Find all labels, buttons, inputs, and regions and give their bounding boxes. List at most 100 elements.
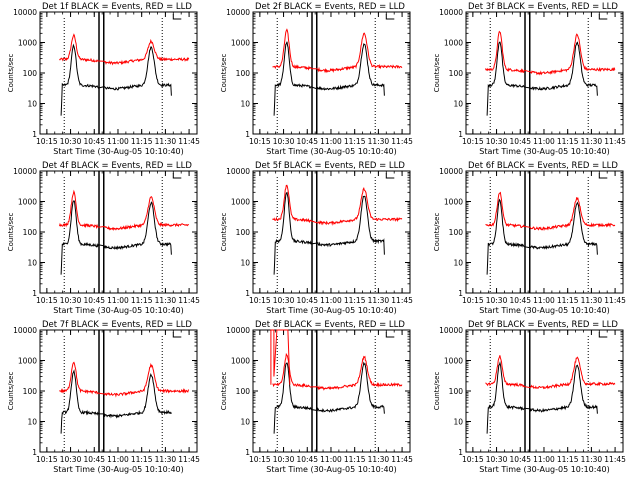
lld-series-line bbox=[272, 352, 403, 391]
x-tick-label: 11:00 bbox=[107, 296, 129, 305]
x-tick-label: 10:15 bbox=[462, 296, 484, 305]
x-tick-label: 10:45 bbox=[296, 137, 318, 146]
x-tick-label: 10:45 bbox=[83, 296, 105, 305]
x-tick-label: 11:45 bbox=[604, 296, 626, 305]
detector-panel-3: Det 3f BLACK = Events, RED = LLD 1 10 100 10… bbox=[433, 2, 626, 156]
x-axis-label: Start Time (30-Aug-05 10:10:40) bbox=[479, 465, 610, 474]
y-tick-label: 10000 bbox=[439, 326, 463, 335]
y-tick-label: 1000 bbox=[444, 357, 463, 366]
plot-frame bbox=[39, 170, 198, 294]
detector-panel-5: Det 5f BLACK = Events, RED = LLD 1 10 100 10… bbox=[220, 161, 413, 315]
y-tick-label: 1000 bbox=[231, 357, 250, 366]
top-bracket bbox=[172, 14, 182, 20]
panel-title: Det 5f BLACK = Events, RED = LLD bbox=[255, 161, 405, 171]
y-axis-label: Counts/sec bbox=[433, 372, 441, 411]
x-axis-label: Start Time (30-Aug-05 10:10:40) bbox=[53, 147, 184, 156]
x-tick-label: 10:45 bbox=[509, 455, 531, 464]
top-bracket bbox=[385, 173, 395, 179]
x-tick-label: 11:15 bbox=[131, 137, 153, 146]
x-tick-label: 10:30 bbox=[60, 455, 82, 464]
x-tick-label: 10:45 bbox=[83, 137, 105, 146]
x-axis-label: Start Time (30-Aug-05 10:10:40) bbox=[53, 306, 184, 315]
y-axis-label: Counts/sec bbox=[7, 213, 15, 252]
x-tick-label: 10:15 bbox=[462, 137, 484, 146]
y-tick-label: 1 bbox=[32, 448, 37, 457]
y-tick-label: 1000 bbox=[18, 39, 37, 48]
events-series-line bbox=[273, 191, 385, 275]
x-tick-label: 10:30 bbox=[273, 455, 295, 464]
top-bracket bbox=[172, 332, 182, 338]
lld-series-line bbox=[485, 191, 616, 232]
x-tick-label: 11:00 bbox=[107, 137, 129, 146]
y-tick-label: 10000 bbox=[13, 8, 37, 17]
x-tick-label: 10:30 bbox=[486, 455, 508, 464]
panel-title: Det 9f BLACK = Events, RED = LLD bbox=[468, 320, 618, 330]
x-tick-label: 11:00 bbox=[320, 455, 342, 464]
top-bracket bbox=[172, 173, 182, 179]
top-bracket bbox=[385, 14, 395, 20]
plot-frame bbox=[252, 170, 411, 294]
plot-frame bbox=[465, 329, 624, 453]
detector-panel-4: Det 4f BLACK = Events, RED = LLD 1 10 100 10… bbox=[7, 161, 200, 315]
x-tick-label: 11:45 bbox=[391, 455, 413, 464]
x-tick-label: 11:00 bbox=[533, 137, 555, 146]
y-axis-label: Counts/sec bbox=[7, 54, 15, 93]
x-tick-label: 10:30 bbox=[486, 137, 508, 146]
x-tick-label: 11:45 bbox=[178, 137, 200, 146]
panel-title: Det 1f BLACK = Events, RED = LLD bbox=[42, 2, 192, 12]
plot-frame bbox=[465, 170, 624, 294]
lld-series-line bbox=[485, 30, 616, 76]
y-tick-label: 1 bbox=[32, 130, 37, 139]
x-tick-label: 10:15 bbox=[249, 455, 271, 464]
x-tick-label: 10:15 bbox=[36, 296, 58, 305]
y-axis-label: Counts/sec bbox=[433, 213, 441, 252]
x-tick-label: 10:30 bbox=[273, 137, 295, 146]
events-series-line bbox=[60, 200, 172, 275]
lld-saturation-spike bbox=[270, 329, 291, 385]
y-axis-label: Counts/sec bbox=[220, 213, 228, 252]
y-axis-label: Counts/sec bbox=[220, 372, 228, 411]
x-tick-label: 11:45 bbox=[391, 137, 413, 146]
y-tick-label: 10000 bbox=[13, 326, 37, 335]
y-tick-label: 10 bbox=[27, 100, 37, 109]
x-axis-label: Start Time (30-Aug-05 10:10:40) bbox=[479, 147, 610, 156]
panel-title: Det 7f BLACK = Events, RED = LLD bbox=[42, 320, 192, 330]
y-tick-label: 1000 bbox=[231, 39, 250, 48]
panel-title: Det 6f BLACK = Events, RED = LLD bbox=[468, 161, 618, 171]
x-tick-label: 11:30 bbox=[155, 296, 177, 305]
y-tick-label: 1 bbox=[245, 289, 250, 298]
x-tick-label: 11:15 bbox=[557, 296, 579, 305]
y-tick-label: 1000 bbox=[444, 198, 463, 207]
x-axis-label: Start Time (30-Aug-05 10:10:40) bbox=[53, 465, 184, 474]
y-tick-label: 100 bbox=[449, 387, 464, 396]
lld-series-line bbox=[59, 33, 190, 66]
top-bracket bbox=[598, 14, 608, 20]
x-tick-label: 11:00 bbox=[320, 296, 342, 305]
y-tick-label: 10 bbox=[453, 418, 463, 427]
y-tick-label: 1 bbox=[245, 448, 250, 457]
y-axis-label: Counts/sec bbox=[220, 54, 228, 93]
y-tick-label: 100 bbox=[236, 69, 251, 78]
x-axis-label: Start Time (30-Aug-05 10:10:40) bbox=[266, 465, 397, 474]
y-tick-label: 1000 bbox=[444, 39, 463, 48]
y-tick-label: 10000 bbox=[226, 8, 250, 17]
lld-series-line bbox=[272, 28, 403, 74]
x-tick-label: 11:15 bbox=[131, 296, 153, 305]
x-tick-label: 10:45 bbox=[509, 137, 531, 146]
x-tick-label: 10:15 bbox=[249, 137, 271, 146]
y-tick-label: 1000 bbox=[18, 198, 37, 207]
x-tick-label: 10:15 bbox=[462, 455, 484, 464]
y-tick-label: 10 bbox=[240, 100, 250, 109]
lld-series-line bbox=[59, 189, 190, 232]
x-tick-label: 11:30 bbox=[368, 137, 390, 146]
panel-title: Det 4f BLACK = Events, RED = LLD bbox=[42, 161, 192, 171]
x-tick-label: 11:15 bbox=[344, 455, 366, 464]
lld-series-line bbox=[272, 184, 403, 226]
x-tick-label: 11:45 bbox=[178, 296, 200, 305]
x-tick-label: 11:30 bbox=[581, 455, 603, 464]
plot-frame bbox=[39, 11, 198, 135]
events-series-line bbox=[273, 41, 385, 116]
detector-panel-6: Det 6f BLACK = Events, RED = LLD 1 10 100 10… bbox=[433, 161, 626, 315]
x-tick-label: 11:45 bbox=[604, 455, 626, 464]
x-tick-label: 10:15 bbox=[249, 296, 271, 305]
